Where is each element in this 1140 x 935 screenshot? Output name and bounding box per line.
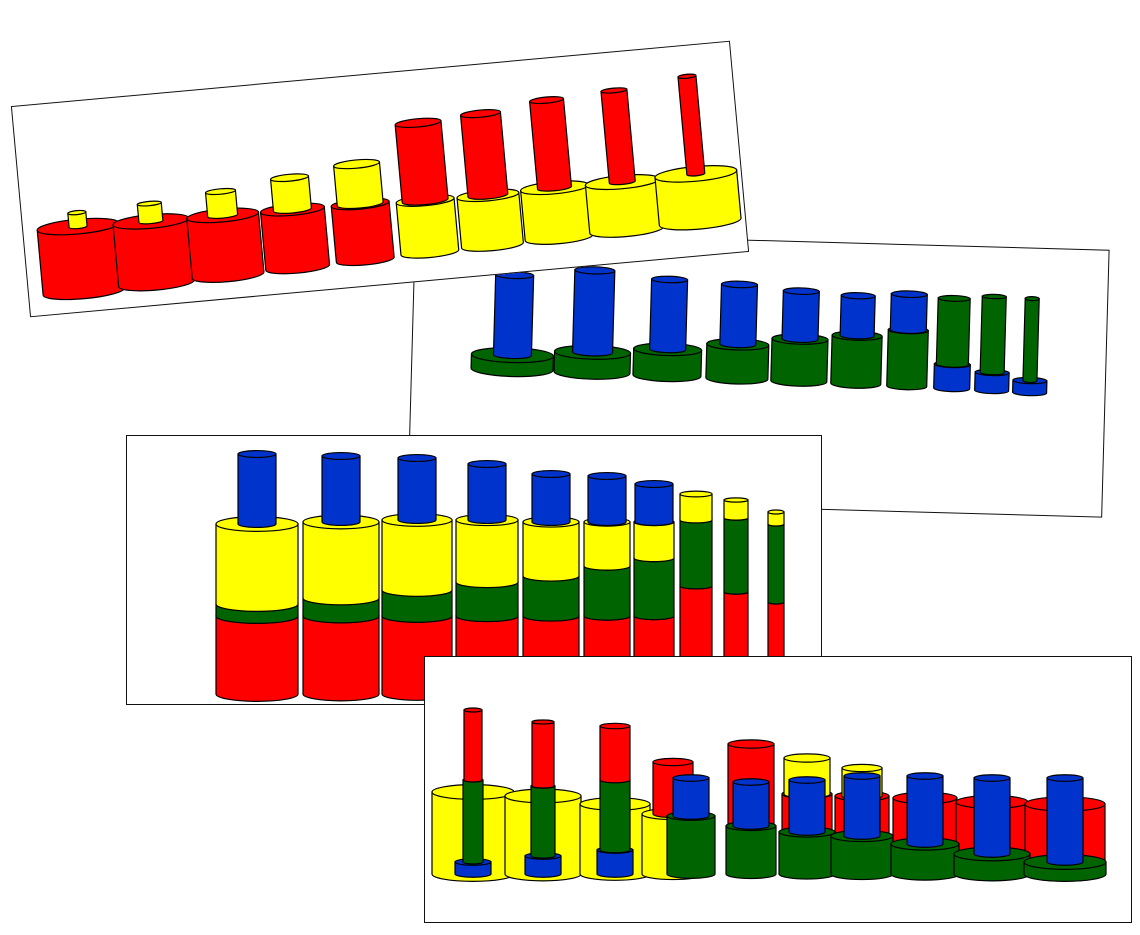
foreground-stack-1-segment-3 bbox=[463, 707, 483, 783]
stack-8 bbox=[519, 96, 594, 245]
foreground-stack-10-segment-2 bbox=[1046, 774, 1084, 866]
stack-9 bbox=[584, 87, 665, 238]
foreground-stack-9 bbox=[953, 774, 1031, 882]
stack-6-segment-4 bbox=[587, 471, 627, 527]
stack-3 bbox=[186, 187, 265, 283]
cylinder-illustration-four-color-tall bbox=[215, 449, 785, 702]
cylinder-card-blue-green bbox=[407, 230, 1110, 518]
foreground-stack-5-segment-1 bbox=[725, 820, 777, 880]
stack-3-segment-2 bbox=[204, 187, 239, 220]
stack-4-segment-3 bbox=[455, 513, 519, 589]
foreground-stack-4 bbox=[666, 774, 716, 879]
stack-7 bbox=[886, 290, 929, 391]
stack-6 bbox=[583, 471, 631, 699]
stack-9 bbox=[974, 293, 1010, 395]
foreground-stack-8 bbox=[890, 772, 960, 881]
stack-9-segment-3 bbox=[723, 497, 749, 521]
stack-4-segment-4 bbox=[467, 459, 507, 525]
stack-6-segment-2 bbox=[839, 292, 876, 340]
stack-2 bbox=[302, 451, 380, 702]
foreground-stack-1-segment-2 bbox=[462, 777, 484, 865]
foreground-stack-9-segment-2 bbox=[973, 774, 1011, 858]
stack-9-segment-2 bbox=[979, 293, 1007, 376]
stack-2-segment-3 bbox=[302, 514, 380, 606]
stack-2 bbox=[553, 266, 632, 380]
stack-3-segment-1 bbox=[186, 207, 265, 283]
stack-1 bbox=[470, 271, 555, 378]
stack-1-segment-2 bbox=[67, 209, 88, 230]
stack-6 bbox=[830, 292, 883, 389]
foreground-stack-8-segment-2 bbox=[906, 772, 944, 848]
stack-2-segment-2 bbox=[571, 266, 616, 357]
stack-7-segment-4 bbox=[634, 479, 674, 527]
stack-1 bbox=[36, 209, 126, 301]
foreground-stack-3-segment-3 bbox=[599, 722, 631, 784]
stack-9-segment-2 bbox=[600, 87, 636, 186]
foreground-stack-3 bbox=[596, 722, 634, 878]
stack-2-segment-2 bbox=[136, 200, 164, 225]
stack-6 bbox=[394, 117, 460, 259]
stack-4 bbox=[259, 173, 331, 275]
stack-3-segment-2 bbox=[649, 275, 689, 354]
foreground-stack-6 bbox=[778, 776, 836, 880]
stack-4 bbox=[455, 459, 519, 701]
stack-1 bbox=[215, 449, 299, 702]
cylinder-card-red-yellow bbox=[10, 40, 750, 318]
stack-8-segment-3 bbox=[679, 490, 713, 524]
stack-10 bbox=[654, 73, 742, 231]
stack-7 bbox=[456, 109, 524, 252]
cylinder-illustration-four-color-mixed bbox=[431, 707, 1107, 882]
stack-2-segment-4 bbox=[321, 451, 361, 527]
stack-5 bbox=[330, 158, 395, 267]
foreground-stack-5-segment-2 bbox=[732, 778, 770, 830]
stack-6-segment-2 bbox=[394, 117, 449, 206]
stack-8-segment-2 bbox=[935, 294, 971, 368]
stack-7-segment-2 bbox=[633, 553, 675, 621]
stack-7-segment-2 bbox=[459, 109, 509, 200]
stack-5-segment-2 bbox=[781, 287, 820, 344]
stack-7-segment-2 bbox=[889, 290, 928, 335]
stack-8 bbox=[933, 294, 971, 393]
stack-2-segment-1 bbox=[112, 213, 195, 292]
stack-5-segment-3 bbox=[522, 516, 580, 582]
stack-1-segment-4 bbox=[237, 449, 277, 529]
stack-3 bbox=[632, 275, 703, 383]
stack-8-segment-2 bbox=[679, 516, 713, 590]
stack-4-segment-2 bbox=[719, 280, 759, 349]
foreground-stack-2-segment-3 bbox=[531, 719, 555, 789]
stack-5-segment-4 bbox=[531, 469, 571, 527]
foreground-stack-10 bbox=[1023, 774, 1107, 882]
foreground-stack-7 bbox=[830, 772, 894, 881]
stack-1-segment-2 bbox=[492, 271, 535, 360]
stack-1-segment-3 bbox=[215, 516, 299, 612]
foreground-stack-6-segment-2 bbox=[788, 776, 826, 836]
stack-9-segment-2 bbox=[723, 515, 749, 595]
stack-2 bbox=[112, 200, 195, 292]
stack-10 bbox=[1011, 296, 1048, 397]
stack-10-segment-2 bbox=[1022, 296, 1040, 384]
foreground-stack-4-segment-1 bbox=[666, 811, 716, 879]
stack-5 bbox=[770, 287, 829, 387]
foreground-stack-4-segment-2 bbox=[672, 774, 710, 820]
stack-4 bbox=[705, 280, 770, 385]
cylinder-illustration-blue-green bbox=[470, 266, 1048, 397]
foreground-stack-2 bbox=[524, 719, 562, 878]
stack-7-segment-1 bbox=[886, 325, 929, 391]
stack-10-segment-2 bbox=[677, 73, 706, 177]
cylinder-illustration-red-yellow bbox=[36, 73, 742, 301]
stack-8-segment-2 bbox=[528, 96, 573, 192]
foreground-stack-2-segment-2 bbox=[530, 783, 556, 859]
cylinder-card-four-color-mixed bbox=[424, 656, 1132, 923]
stack-3-segment-3 bbox=[381, 513, 453, 597]
stack-10-segment-2 bbox=[767, 521, 785, 605]
foreground-stack-3-segment-2 bbox=[599, 776, 631, 854]
foreground-stack-7-segment-2 bbox=[843, 772, 881, 840]
stack-10-segment-3 bbox=[767, 509, 785, 527]
stack-3-segment-4 bbox=[397, 453, 437, 525]
foreground-stack-1 bbox=[454, 707, 492, 878]
stack-4-segment-2 bbox=[269, 173, 312, 214]
stack-5-segment-2 bbox=[332, 158, 384, 210]
foreground-stack-5 bbox=[725, 778, 777, 880]
